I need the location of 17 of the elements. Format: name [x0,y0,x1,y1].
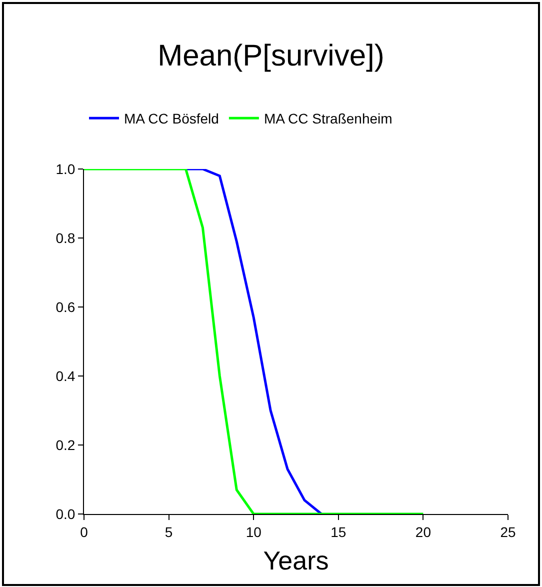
x-tick-label: 25 [500,524,516,540]
x-tick-label: 0 [80,524,88,540]
x-tick-label: 15 [330,524,346,540]
legend-label: MA CC Straßenheim [264,110,392,127]
y-tick-label: 0.6 [56,298,76,315]
y-tick-label: 1.0 [56,160,76,177]
chart-title: Mean(P[survive]) [158,40,384,73]
y-tick-label: 0.8 [56,230,76,246]
y-tick-label: 0.2 [56,436,76,453]
x-tick-label: 5 [164,524,173,540]
x-axis-title: Years [263,546,329,576]
x-tick-label: 20 [415,524,432,540]
y-tick-label: 0.0 [56,506,76,522]
legend-label: MA CC Bösfeld [124,110,219,127]
y-tick-label: 0.4 [56,368,76,384]
line-series [184,169,323,514]
x-tick-label: 10 [246,524,262,540]
